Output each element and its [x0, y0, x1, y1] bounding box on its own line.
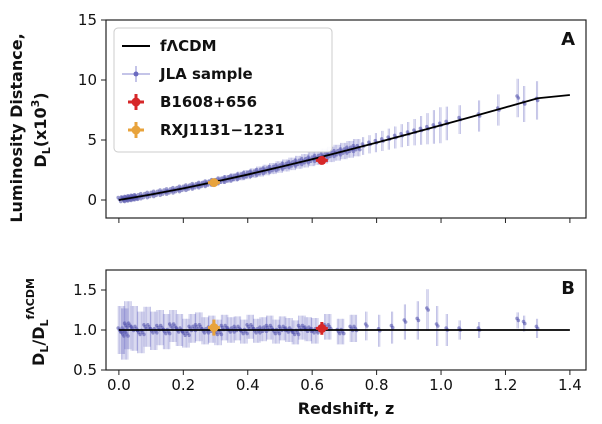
jla-point: [436, 324, 440, 328]
x-tick-label: 1.4: [558, 376, 582, 394]
jla-point: [516, 318, 521, 323]
legend-marker-jla: [122, 66, 150, 82]
legend-box: [113, 27, 333, 153]
jla-point: [535, 98, 540, 103]
panel-a-label: A: [561, 29, 575, 50]
legend-marker-rxj: [128, 122, 144, 138]
jla-point: [358, 147, 362, 152]
panel-b-label: B: [561, 278, 575, 299]
panel-a-y-tick-label: 15: [78, 11, 97, 29]
jla-point: [416, 318, 421, 323]
panel-a-ylabel-line2-group: DL(x103): [29, 92, 53, 167]
panel-a-ylabel-line1: Luminosity Distance,: [7, 33, 26, 222]
jla-point: [403, 320, 408, 324]
jla-point: [126, 334, 130, 338]
jla-point: [522, 102, 527, 106]
b1608-point: [317, 323, 327, 333]
panel-a-y-tick-label: 5: [87, 131, 97, 149]
b1608-point: [317, 155, 327, 165]
legend: fΛCDM JLA sample B1608+656 RXJ1131−1231: [113, 27, 333, 153]
jla-point: [341, 331, 346, 336]
panel-a-y-tick-label: 0: [87, 191, 97, 209]
x-tick-label: 0.4: [236, 376, 260, 394]
flcdm-curve: [118, 94, 570, 201]
panel-a-ticks: 0 5 10 15: [78, 11, 571, 223]
legend-label-flcdm: fΛCDM: [160, 37, 217, 55]
rxj1131-point: [209, 178, 219, 188]
jla-point: [125, 325, 130, 330]
panel-a: 0 5 10 15 A fΛCDM JLA sample B1608+656: [7, 11, 587, 223]
legend-label-b1608: B1608+656: [160, 93, 257, 111]
x-tick-label: 0.0: [107, 376, 131, 394]
legend-marker-b1608: [128, 94, 144, 110]
panel-b-y-tick-label: 1.5: [73, 281, 97, 299]
panel-a-data: [116, 78, 570, 204]
jla-point: [164, 331, 168, 336]
x-tick-label: 1.0: [429, 376, 453, 394]
x-tick-label: 1.2: [494, 376, 518, 394]
panel-b-ylabel-text: DL/DLfΛCDM: [24, 278, 51, 366]
panel-a-ylabel: Luminosity Distance,: [7, 33, 26, 222]
x-axis-label: Redshift, z: [298, 399, 395, 418]
jla-point: [522, 321, 527, 326]
panel-a-frame: [105, 19, 587, 219]
jla-point: [516, 96, 521, 100]
jla-point: [316, 331, 320, 335]
panel-a-ylabel-line2: DL(x103): [29, 92, 53, 167]
panel-b-ylabel: DL/DLfΛCDM: [24, 278, 51, 366]
panel-b-y-tick-label: 0.5: [73, 361, 97, 379]
x-tick-label: 0.6: [300, 376, 324, 394]
panel-b-frame: [105, 269, 587, 371]
x-tick-label: 0.2: [171, 376, 195, 394]
rxj1131-point: [209, 323, 219, 333]
jla-point: [365, 324, 369, 328]
panel-b: 0.0 0.2 0.4 0.6 0.8 1.0 1.2 1.4 0.5 1.0 1.5 B DL/D…: [24, 269, 587, 418]
jla-point: [390, 325, 395, 330]
jla-point: [183, 333, 188, 338]
jla-point: [202, 331, 207, 335]
legend-label-jla: JLA sample: [159, 65, 253, 83]
jla-point: [228, 330, 233, 334]
jla-point: [426, 308, 430, 312]
panel-a-y-tick-label: 10: [78, 71, 97, 89]
panel-b-data: [116, 289, 570, 360]
legend-label-rxj: RXJ1131−1231: [160, 121, 285, 139]
panel-b-y-tick-label: 1.0: [73, 321, 97, 339]
panel-b-ticks: 0.0 0.2 0.4 0.6 0.8 1.0 1.2 1.4 0.5 1.0 1.5: [73, 281, 582, 394]
x-tick-label: 0.8: [365, 376, 389, 394]
